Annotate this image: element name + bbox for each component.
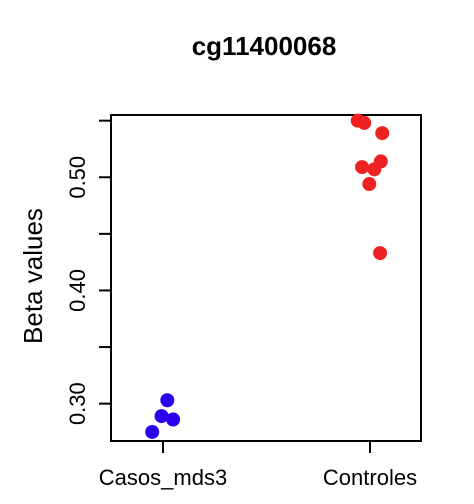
x-tick-label: Controles	[323, 465, 417, 490]
data-point	[160, 393, 175, 408]
plot-frame	[110, 114, 422, 442]
data-point	[373, 246, 388, 261]
data-point	[375, 126, 390, 141]
y-tick-label: 0.50	[65, 156, 90, 199]
data-points	[145, 113, 390, 439]
chart-title: cg11400068	[192, 31, 337, 61]
data-point	[145, 424, 160, 439]
x-axis: Casos_mds3 Controles	[99, 441, 417, 490]
data-point	[166, 412, 181, 427]
data-point	[355, 160, 370, 175]
data-point	[362, 177, 377, 192]
y-axis: 0.30 0.40 0.50	[65, 119, 111, 425]
data-point	[367, 162, 382, 177]
y-tick-label: 0.40	[65, 269, 90, 312]
y-axis-label: Beta values	[18, 208, 48, 344]
data-point	[357, 115, 372, 130]
data-point	[154, 409, 169, 424]
y-tick-label: 0.30	[65, 382, 90, 425]
x-tick-label: Casos_mds3	[99, 465, 227, 490]
